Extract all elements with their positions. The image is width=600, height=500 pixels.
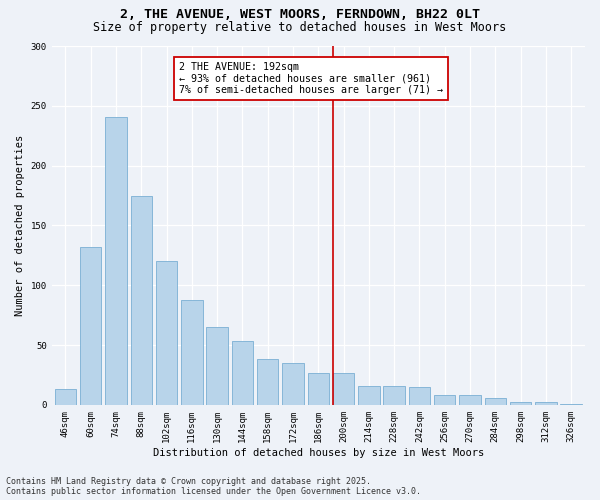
Text: Size of property relative to detached houses in West Moors: Size of property relative to detached ho… xyxy=(94,21,506,34)
Bar xyxy=(282,363,304,405)
Bar xyxy=(434,396,455,405)
Bar xyxy=(156,262,178,405)
Bar xyxy=(459,396,481,405)
Bar xyxy=(383,386,405,405)
Bar xyxy=(105,116,127,405)
Bar xyxy=(535,402,557,405)
Bar xyxy=(560,404,582,405)
Bar xyxy=(131,196,152,405)
Text: Contains HM Land Registry data © Crown copyright and database right 2025.
Contai: Contains HM Land Registry data © Crown c… xyxy=(6,476,421,496)
Text: 2 THE AVENUE: 192sqm
← 93% of detached houses are smaller (961)
7% of semi-detac: 2 THE AVENUE: 192sqm ← 93% of detached h… xyxy=(179,62,443,94)
Y-axis label: Number of detached properties: Number of detached properties xyxy=(15,135,25,316)
Text: 2, THE AVENUE, WEST MOORS, FERNDOWN, BH22 0LT: 2, THE AVENUE, WEST MOORS, FERNDOWN, BH2… xyxy=(120,8,480,20)
Bar xyxy=(80,247,101,405)
Bar xyxy=(358,386,380,405)
Bar xyxy=(333,372,354,405)
Bar xyxy=(409,387,430,405)
Bar xyxy=(232,342,253,405)
Bar xyxy=(257,360,278,405)
Bar xyxy=(181,300,203,405)
Bar xyxy=(510,402,531,405)
X-axis label: Distribution of detached houses by size in West Moors: Distribution of detached houses by size … xyxy=(152,448,484,458)
Bar xyxy=(308,372,329,405)
Bar xyxy=(206,327,228,405)
Bar xyxy=(485,398,506,405)
Bar xyxy=(55,390,76,405)
